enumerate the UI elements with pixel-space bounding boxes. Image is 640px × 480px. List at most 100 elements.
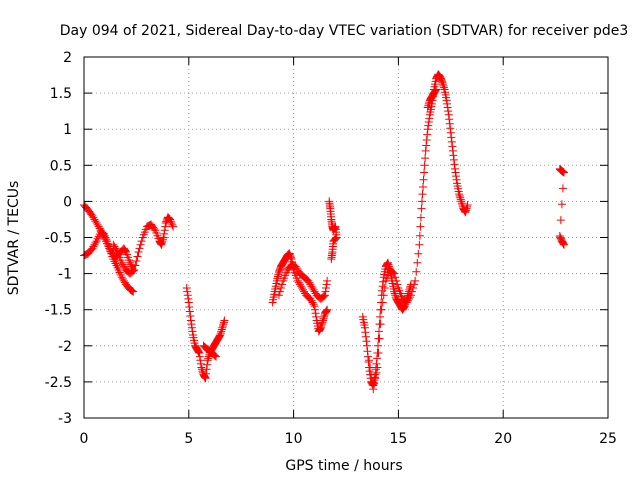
data-point xyxy=(91,217,100,226)
data-point xyxy=(413,258,422,267)
data-point xyxy=(373,363,382,372)
data-point xyxy=(322,307,331,316)
data-point xyxy=(307,282,316,291)
data-point xyxy=(443,103,452,112)
data-point xyxy=(559,240,568,249)
data-point xyxy=(218,323,227,332)
data-point xyxy=(202,369,211,378)
data-point xyxy=(203,356,212,365)
data-point xyxy=(449,155,458,164)
series-track-l xyxy=(555,164,568,249)
data-point xyxy=(556,216,565,225)
data-point xyxy=(420,161,429,170)
y-tick-label: -1.5 xyxy=(45,303,72,319)
axis-ticks: -3-2.5-2-1.5-1-0.500.511.520 5 10 15 20 25 xyxy=(45,50,617,447)
data-point xyxy=(131,261,140,270)
data-point xyxy=(169,222,178,231)
data-point xyxy=(438,80,447,89)
data-point xyxy=(376,312,385,321)
data-point xyxy=(462,204,471,213)
data-point xyxy=(307,296,316,305)
data-point xyxy=(299,285,308,294)
data-point xyxy=(185,307,194,316)
data-point xyxy=(365,356,374,365)
data-point xyxy=(317,320,326,329)
data-point xyxy=(309,300,318,309)
series-track-e xyxy=(199,341,221,361)
data-point xyxy=(158,237,167,246)
y-tick-label: -2 xyxy=(58,339,72,355)
data-point xyxy=(330,236,339,245)
data-point xyxy=(295,280,304,289)
data-point xyxy=(388,267,397,276)
data-point xyxy=(159,235,168,244)
data-point xyxy=(378,282,387,291)
data-point xyxy=(457,199,466,208)
data-point xyxy=(450,164,459,173)
data-point xyxy=(87,210,96,219)
chart-title: Day 094 of 2021, Sidereal Day-to-day VTE… xyxy=(60,23,629,39)
data-point xyxy=(219,318,228,327)
data-point xyxy=(196,356,205,365)
data-point xyxy=(389,268,398,277)
grid-lines xyxy=(84,57,608,418)
data-point xyxy=(135,244,144,253)
data-point xyxy=(209,350,218,359)
data-point xyxy=(112,246,121,255)
data-point xyxy=(159,233,168,242)
data-point xyxy=(128,267,137,276)
data-point xyxy=(126,258,135,267)
data-point xyxy=(184,298,193,307)
data-point xyxy=(372,359,381,368)
data-point xyxy=(380,284,389,293)
data-point xyxy=(330,223,339,232)
data-point xyxy=(88,244,97,253)
data-point xyxy=(375,334,384,343)
data-point xyxy=(362,337,371,346)
data-point xyxy=(323,305,332,314)
data-point xyxy=(317,321,326,330)
data-point xyxy=(377,305,386,314)
data-point xyxy=(559,239,568,248)
data-point xyxy=(319,314,328,323)
x-tick-label: 20 xyxy=(494,431,512,447)
data-point xyxy=(456,195,465,204)
data-point xyxy=(371,374,380,383)
y-tick-label: -2.5 xyxy=(45,375,72,391)
data-point xyxy=(137,237,146,246)
data-point xyxy=(129,287,138,296)
data-point xyxy=(323,276,332,285)
data-point xyxy=(450,160,459,169)
data-point xyxy=(304,276,313,285)
data-point xyxy=(461,208,470,217)
data-point xyxy=(92,219,101,228)
data-point xyxy=(391,273,400,282)
data-point xyxy=(406,291,415,300)
data-point xyxy=(424,99,433,108)
data-point xyxy=(417,204,426,213)
data-point xyxy=(408,287,417,296)
data-point xyxy=(195,349,204,358)
data-point xyxy=(432,85,441,94)
data-point xyxy=(292,264,301,273)
data-point xyxy=(435,72,444,81)
data-point xyxy=(330,224,339,233)
data-point xyxy=(310,302,319,311)
data-point xyxy=(322,306,331,315)
data-point xyxy=(439,81,448,90)
data-point xyxy=(416,222,425,231)
data-point xyxy=(311,305,320,314)
data-point xyxy=(392,276,401,285)
data-point xyxy=(391,291,400,300)
data-point xyxy=(100,231,109,240)
data-point xyxy=(438,78,447,87)
data-point xyxy=(312,312,321,321)
data-point xyxy=(416,213,425,222)
data-point xyxy=(109,240,118,249)
data-point xyxy=(422,141,431,150)
data-point xyxy=(112,261,121,270)
series-track-h xyxy=(325,197,341,264)
data-point xyxy=(203,360,212,369)
data-point xyxy=(150,224,159,233)
data-point xyxy=(318,293,327,302)
